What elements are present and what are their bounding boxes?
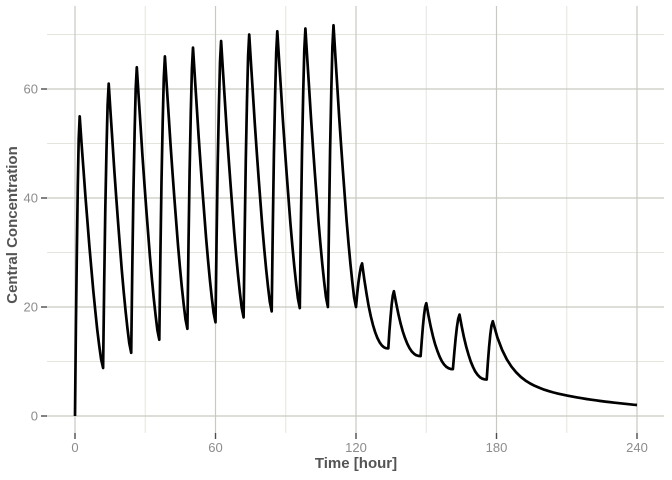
- x-tick-label: 0: [71, 440, 78, 455]
- x-tick-label: 240: [626, 440, 648, 455]
- y-axis-title: Central Concentration: [4, 146, 21, 304]
- concentration-curve: [73, 23, 638, 417]
- y-tick-label: 40: [24, 191, 38, 206]
- y-tick-label: 60: [24, 82, 38, 97]
- x-tick-label: 60: [208, 440, 222, 455]
- y-tick-label: 20: [24, 300, 38, 315]
- x-axis-title: Time [hour]: [314, 455, 398, 472]
- y-tick-label: 0: [31, 409, 38, 424]
- x-tick-label: 120: [345, 440, 367, 455]
- x-tick-label: 180: [486, 440, 508, 455]
